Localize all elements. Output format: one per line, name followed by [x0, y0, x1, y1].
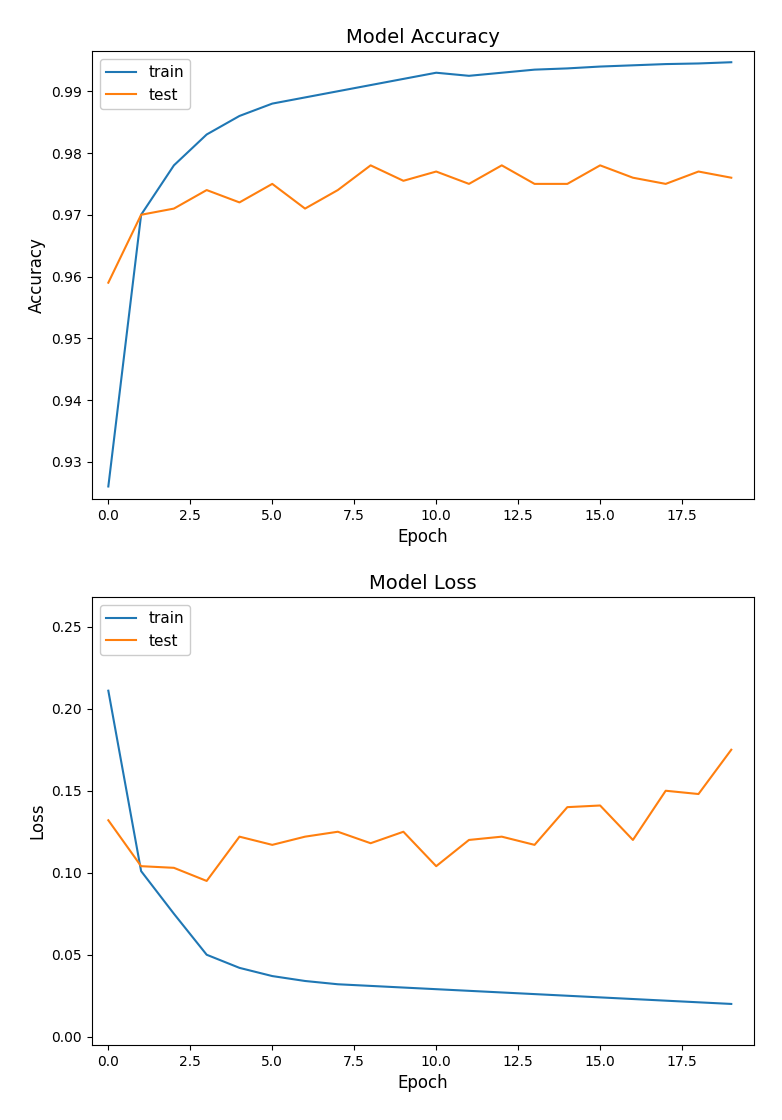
test [104, 276, 113, 289]
train [595, 991, 604, 1005]
train [497, 66, 507, 80]
train [333, 84, 343, 97]
test [726, 743, 736, 756]
test [300, 830, 310, 843]
Legend: train, test: train, test [99, 58, 190, 109]
test [399, 825, 408, 839]
train [202, 128, 211, 141]
train [726, 56, 736, 69]
X-axis label: Epoch: Epoch [398, 529, 448, 547]
test [530, 177, 540, 190]
train [267, 969, 277, 982]
test [530, 838, 540, 851]
train [399, 72, 408, 85]
train [300, 974, 310, 988]
Line: train: train [109, 63, 731, 486]
Line: test: test [109, 166, 731, 282]
train [366, 78, 375, 92]
Legend: train, test: train, test [99, 605, 190, 655]
train [694, 996, 703, 1009]
train [333, 978, 343, 991]
test [694, 165, 703, 178]
test [399, 174, 408, 187]
Line: train: train [109, 691, 731, 1004]
train [399, 981, 408, 995]
train [562, 62, 572, 75]
test [267, 177, 277, 190]
test [694, 787, 703, 801]
train [104, 684, 113, 698]
train [661, 57, 670, 71]
test [497, 830, 507, 843]
train [104, 479, 113, 493]
Title: Model Loss: Model Loss [369, 573, 477, 592]
test [595, 799, 604, 812]
test [169, 202, 178, 215]
test [136, 859, 145, 872]
train [530, 63, 540, 76]
test [235, 830, 244, 843]
train [432, 66, 441, 80]
train [300, 91, 310, 104]
test [202, 875, 211, 888]
Y-axis label: Accuracy: Accuracy [28, 237, 46, 312]
test [169, 861, 178, 875]
train [202, 948, 211, 961]
test [432, 859, 441, 872]
train [465, 69, 474, 83]
test [136, 208, 145, 222]
test [432, 165, 441, 178]
test [562, 801, 572, 814]
train [694, 57, 703, 71]
train [661, 993, 670, 1007]
test [235, 196, 244, 209]
train [267, 97, 277, 111]
test [465, 177, 474, 190]
train [366, 979, 375, 992]
test [595, 159, 604, 172]
train [628, 58, 637, 72]
Y-axis label: Loss: Loss [28, 803, 46, 839]
train [726, 997, 736, 1010]
train [136, 208, 145, 222]
test [104, 813, 113, 827]
train [432, 982, 441, 996]
train [530, 988, 540, 1001]
test [333, 184, 343, 197]
test [465, 833, 474, 847]
test [628, 171, 637, 185]
train [136, 865, 145, 878]
test [497, 159, 507, 172]
test [562, 177, 572, 190]
Line: test: test [109, 749, 731, 881]
train [169, 907, 178, 921]
train [235, 961, 244, 974]
test [333, 825, 343, 839]
test [202, 184, 211, 197]
Title: Model Accuracy: Model Accuracy [346, 28, 500, 47]
X-axis label: Epoch: Epoch [398, 1074, 448, 1092]
train [562, 989, 572, 1002]
train [465, 984, 474, 998]
test [661, 784, 670, 797]
train [595, 59, 604, 73]
train [169, 159, 178, 172]
test [267, 838, 277, 851]
test [661, 177, 670, 190]
test [628, 833, 637, 847]
test [300, 202, 310, 215]
train [497, 986, 507, 999]
train [628, 992, 637, 1006]
test [366, 159, 375, 172]
train [235, 110, 244, 123]
test [366, 837, 375, 850]
test [726, 171, 736, 185]
